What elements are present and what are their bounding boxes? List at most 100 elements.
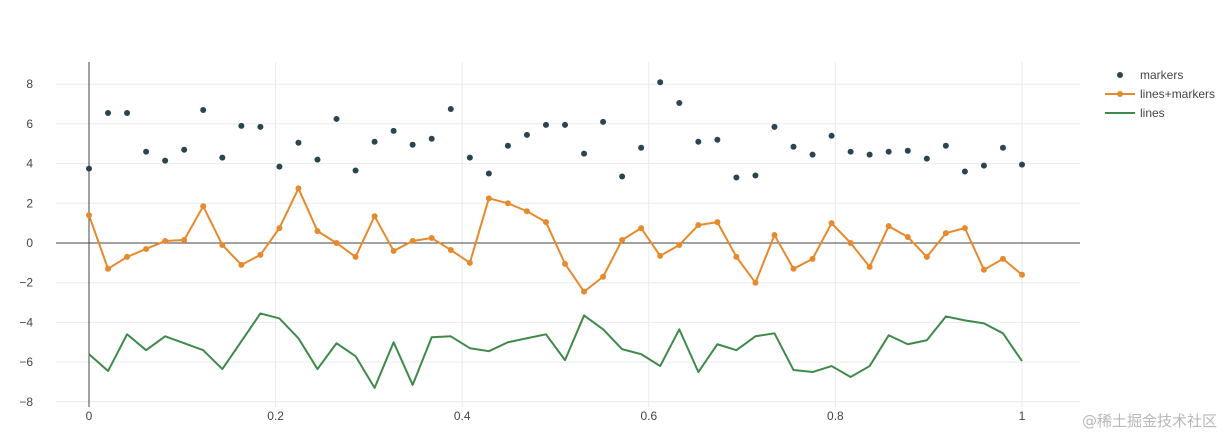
data-point[interactable] bbox=[162, 238, 169, 245]
data-point[interactable] bbox=[676, 241, 683, 248]
data-point[interactable] bbox=[181, 146, 188, 153]
data-point[interactable] bbox=[333, 115, 340, 122]
data-point[interactable] bbox=[923, 253, 930, 260]
data-point[interactable] bbox=[485, 195, 492, 202]
data-point[interactable] bbox=[904, 147, 911, 154]
data-point[interactable] bbox=[771, 232, 778, 239]
data-point[interactable] bbox=[999, 144, 1006, 151]
data-point[interactable] bbox=[428, 235, 435, 242]
data-point[interactable] bbox=[695, 222, 702, 229]
data-point[interactable] bbox=[409, 141, 416, 148]
data-point[interactable] bbox=[504, 142, 511, 149]
data-point[interactable] bbox=[371, 138, 378, 145]
data-point[interactable] bbox=[409, 238, 416, 245]
data-point[interactable] bbox=[714, 219, 721, 226]
data-point[interactable] bbox=[390, 127, 397, 134]
data-point[interactable] bbox=[752, 172, 759, 179]
data-point[interactable] bbox=[695, 138, 702, 145]
data-point[interactable] bbox=[942, 230, 949, 237]
data-point[interactable] bbox=[238, 122, 245, 129]
data-point[interactable] bbox=[790, 143, 797, 150]
data-point[interactable] bbox=[980, 162, 987, 169]
data-point[interactable] bbox=[124, 253, 131, 260]
data-point[interactable] bbox=[733, 174, 740, 181]
data-point[interactable] bbox=[181, 237, 188, 244]
data-point[interactable] bbox=[885, 223, 892, 230]
data-point[interactable] bbox=[752, 279, 759, 286]
data-point[interactable] bbox=[466, 154, 473, 161]
data-point[interactable] bbox=[86, 165, 92, 172]
data-point[interactable] bbox=[428, 135, 435, 142]
data-point[interactable] bbox=[885, 148, 892, 155]
legend-item[interactable]: lines+markers bbox=[1105, 87, 1215, 101]
data-point[interactable] bbox=[600, 118, 607, 125]
data-point[interactable] bbox=[1019, 161, 1025, 168]
data-point[interactable] bbox=[581, 150, 588, 157]
data-point[interactable] bbox=[105, 109, 112, 116]
data-point[interactable] bbox=[219, 241, 226, 248]
legend-item[interactable]: markers bbox=[1117, 68, 1183, 82]
data-point[interactable] bbox=[638, 225, 645, 232]
data-point[interactable] bbox=[314, 156, 321, 163]
data-point[interactable] bbox=[847, 240, 854, 246]
data-point[interactable] bbox=[314, 228, 321, 235]
data-point[interactable] bbox=[257, 123, 264, 130]
data-point[interactable] bbox=[771, 123, 778, 130]
data-point[interactable] bbox=[200, 203, 207, 210]
data-point[interactable] bbox=[504, 200, 511, 207]
data-point[interactable] bbox=[809, 151, 816, 158]
data-point[interactable] bbox=[200, 107, 207, 114]
data-point[interactable] bbox=[562, 121, 569, 128]
data-point[interactable] bbox=[371, 213, 378, 220]
data-point[interactable] bbox=[447, 246, 454, 253]
data-point[interactable] bbox=[619, 237, 626, 244]
legend-item[interactable]: lines bbox=[1105, 106, 1165, 120]
data-point[interactable] bbox=[562, 260, 569, 267]
data-point[interactable] bbox=[257, 251, 264, 258]
data-point[interactable] bbox=[866, 263, 873, 270]
data-point[interactable] bbox=[295, 139, 302, 146]
data-point[interactable] bbox=[390, 247, 397, 254]
data-point[interactable] bbox=[961, 168, 968, 175]
data-point[interactable] bbox=[847, 148, 854, 155]
data-point[interactable] bbox=[657, 79, 664, 86]
data-point[interactable] bbox=[295, 185, 302, 192]
data-point[interactable] bbox=[542, 121, 549, 128]
data-point[interactable] bbox=[523, 208, 530, 215]
legend[interactable]: markers lines+markers lines bbox=[1105, 68, 1215, 120]
data-point[interactable] bbox=[923, 155, 930, 162]
data-point[interactable] bbox=[790, 265, 797, 272]
data-point[interactable] bbox=[619, 173, 626, 180]
data-point[interactable] bbox=[809, 255, 816, 262]
data-point[interactable] bbox=[143, 245, 150, 252]
data-point[interactable] bbox=[676, 100, 683, 107]
data-point[interactable] bbox=[276, 225, 283, 232]
data-point[interactable] bbox=[999, 255, 1006, 262]
data-point[interactable] bbox=[733, 253, 740, 260]
data-point[interactable] bbox=[523, 131, 530, 138]
data-point[interactable] bbox=[828, 132, 835, 139]
data-point[interactable] bbox=[714, 136, 721, 143]
data-point[interactable] bbox=[980, 266, 987, 273]
data-point[interactable] bbox=[105, 265, 112, 272]
data-point[interactable] bbox=[447, 106, 454, 113]
data-point[interactable] bbox=[276, 163, 283, 170]
data-point[interactable] bbox=[333, 240, 340, 246]
data-point[interactable] bbox=[904, 234, 911, 241]
data-point[interactable] bbox=[600, 273, 607, 280]
data-point[interactable] bbox=[238, 261, 245, 268]
data-point[interactable] bbox=[1019, 271, 1025, 278]
data-point[interactable] bbox=[581, 288, 588, 295]
data-point[interactable] bbox=[219, 154, 226, 161]
data-point[interactable] bbox=[352, 167, 359, 174]
data-point[interactable] bbox=[961, 225, 968, 232]
data-point[interactable] bbox=[466, 259, 473, 266]
data-point[interactable] bbox=[542, 219, 549, 226]
data-point[interactable] bbox=[143, 148, 150, 155]
data-point[interactable] bbox=[942, 142, 949, 149]
data-point[interactable] bbox=[638, 144, 645, 151]
data-point[interactable] bbox=[866, 151, 873, 158]
data-point[interactable] bbox=[828, 220, 835, 227]
data-point[interactable] bbox=[124, 109, 131, 116]
data-point[interactable] bbox=[485, 170, 492, 177]
